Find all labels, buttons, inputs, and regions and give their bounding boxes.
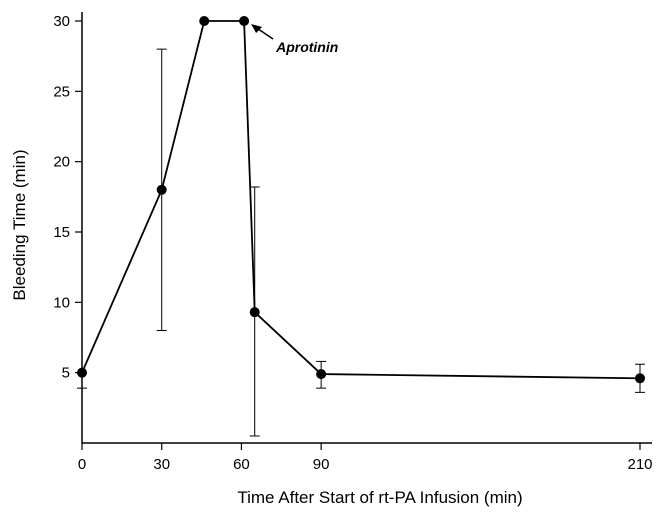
- x-tick-label: 210: [627, 456, 652, 473]
- annotation-group: Aprotinin: [251, 24, 338, 55]
- y-tick-label: 20: [53, 154, 70, 171]
- data-point: [316, 369, 327, 380]
- x-tick-label: 60: [233, 456, 250, 473]
- y-tick-label: 15: [53, 224, 70, 241]
- y-tick-label: 25: [53, 83, 70, 100]
- data-point: [199, 16, 210, 26]
- data-point: [156, 184, 167, 195]
- series-line-group: [81, 20, 641, 380]
- x-tick-label: 0: [78, 456, 86, 473]
- x-axis-ticks: 0 30 60 90 210: [78, 443, 653, 473]
- y-axis-ticks: 5 10 15 20 25 30: [53, 13, 82, 382]
- series-line: [81, 20, 641, 380]
- y-tick-label: 5: [62, 365, 70, 382]
- axes: [81, 12, 652, 444]
- x-tick-label: 30: [153, 456, 170, 473]
- y-axis-title: Bleeding Time (min): [10, 149, 29, 300]
- data-point: [635, 373, 645, 384]
- y-tick-label: 10: [53, 294, 70, 311]
- data-point: [239, 16, 250, 26]
- x-tick-label: 90: [313, 456, 330, 473]
- annotation-arrowhead: [251, 24, 263, 33]
- annotation-label: Aprotinin: [275, 39, 338, 55]
- y-tick-label: 30: [53, 13, 70, 30]
- x-axis-title: Time After Start of rt-PA Infusion (min): [237, 488, 522, 507]
- data-points: [77, 16, 645, 384]
- data-point: [77, 367, 87, 378]
- data-point: [249, 307, 260, 318]
